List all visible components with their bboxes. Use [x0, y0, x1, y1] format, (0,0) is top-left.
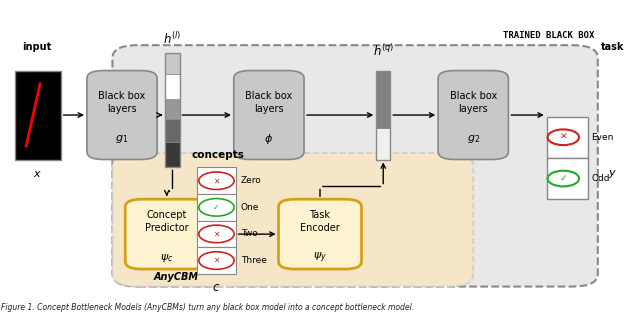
FancyBboxPatch shape	[113, 153, 473, 286]
Text: $\phi$: $\phi$	[264, 132, 273, 146]
Text: concepts: concepts	[191, 150, 244, 160]
Bar	[547, 117, 588, 158]
Text: ✕: ✕	[213, 176, 220, 185]
Bar	[376, 128, 390, 160]
Text: ✕: ✕	[559, 133, 567, 142]
Text: ✓: ✓	[559, 174, 567, 183]
Bar	[166, 74, 179, 99]
FancyBboxPatch shape	[278, 199, 362, 269]
FancyBboxPatch shape	[234, 70, 304, 160]
Text: $g_1$: $g_1$	[115, 133, 129, 145]
Text: $\psi_y$: $\psi_y$	[313, 251, 327, 265]
Bar	[166, 119, 179, 142]
Text: Zero: Zero	[241, 176, 261, 185]
Text: ✓: ✓	[213, 203, 220, 212]
Text: $y$: $y$	[608, 168, 617, 180]
Bar	[15, 70, 61, 160]
Text: $g_2$: $g_2$	[467, 133, 480, 145]
Text: Even: Even	[591, 133, 614, 142]
Text: Black box
layers: Black box layers	[450, 91, 497, 114]
Bar	[197, 194, 236, 221]
FancyBboxPatch shape	[87, 70, 157, 160]
Text: input: input	[22, 42, 52, 52]
FancyBboxPatch shape	[113, 45, 598, 286]
Text: Concept
Predictor: Concept Predictor	[145, 210, 189, 233]
Bar	[166, 53, 179, 74]
Bar	[166, 99, 179, 119]
Text: AnyCBM: AnyCBM	[154, 272, 199, 282]
Text: TRAINED BLACK BOX: TRAINED BLACK BOX	[503, 31, 595, 41]
Text: Three: Three	[241, 256, 266, 265]
Text: Two: Two	[241, 229, 257, 238]
FancyBboxPatch shape	[438, 70, 508, 160]
Text: ✕: ✕	[213, 256, 220, 265]
Bar	[166, 53, 179, 167]
Text: Black box
layers: Black box layers	[245, 91, 292, 114]
Bar	[547, 158, 588, 199]
Bar	[197, 167, 236, 194]
Text: Task
Encoder: Task Encoder	[300, 210, 340, 233]
Bar	[197, 247, 236, 274]
Text: $\psi_c$: $\psi_c$	[160, 252, 173, 264]
Bar	[376, 70, 390, 128]
Text: ✕: ✕	[213, 229, 220, 238]
Text: Black box
layers: Black box layers	[99, 91, 146, 114]
Text: Figure 1. Concept Bottleneck Models (AnyCBMs) turn any black box model into a co: Figure 1. Concept Bottleneck Models (Any…	[1, 303, 414, 312]
Text: Odd: Odd	[591, 174, 610, 183]
Text: One: One	[241, 203, 259, 212]
Text: $c$: $c$	[212, 281, 221, 294]
Bar	[376, 70, 390, 160]
Bar	[197, 221, 236, 247]
Bar	[166, 142, 179, 167]
Text: $h^{(q)}$: $h^{(q)}$	[372, 44, 394, 59]
Text: $h^{(l)}$: $h^{(l)}$	[163, 31, 182, 47]
FancyBboxPatch shape	[125, 199, 208, 269]
Text: task: task	[601, 42, 624, 52]
Text: $x$: $x$	[33, 169, 42, 179]
